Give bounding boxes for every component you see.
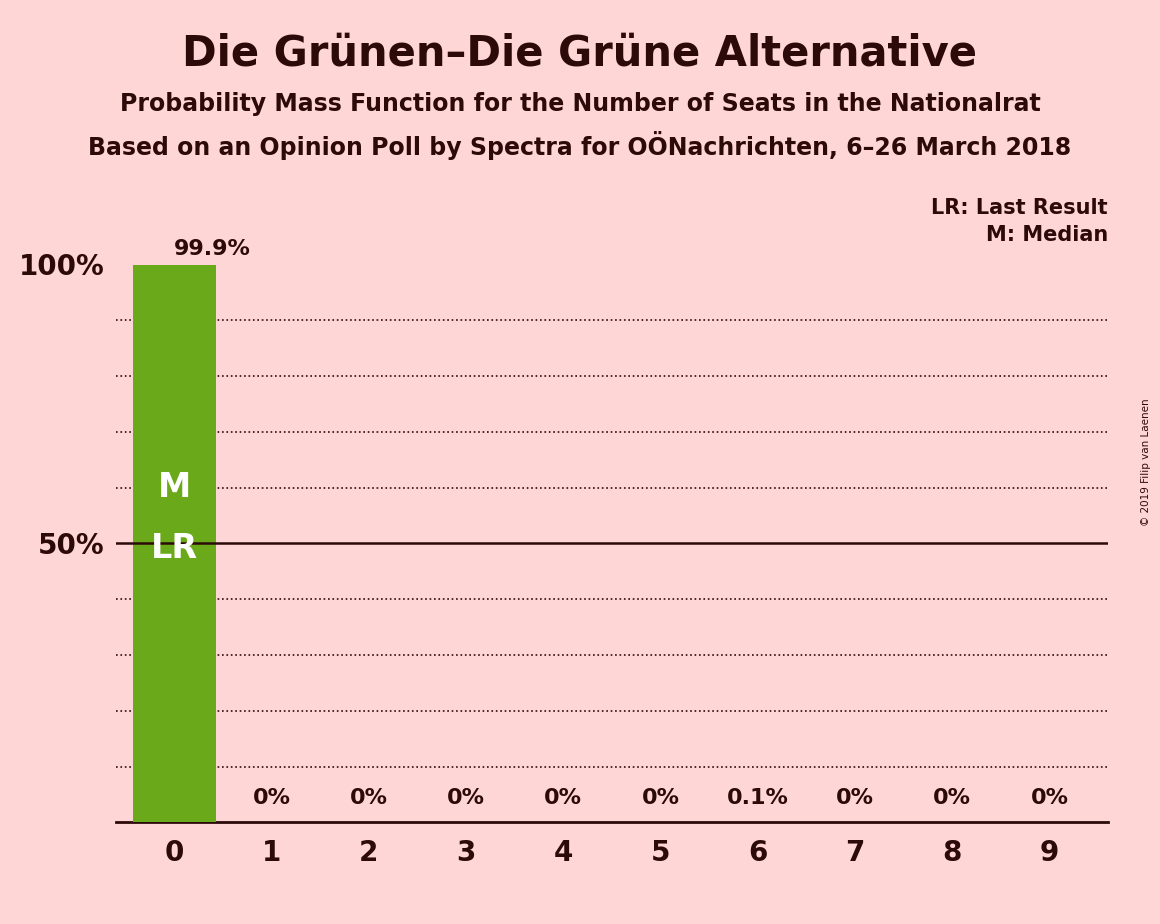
Text: 0.1%: 0.1%	[727, 788, 789, 808]
Text: M: M	[158, 471, 191, 505]
Text: © 2019 Filip van Laenen: © 2019 Filip van Laenen	[1140, 398, 1151, 526]
Text: 0%: 0%	[641, 788, 680, 808]
Text: 99.9%: 99.9%	[174, 239, 252, 259]
Text: LR: LR	[151, 532, 198, 565]
Text: 0%: 0%	[544, 788, 582, 808]
Text: 0%: 0%	[836, 788, 873, 808]
Text: LR: Last Result: LR: Last Result	[931, 199, 1108, 218]
Text: M: Median: M: Median	[986, 225, 1108, 245]
Text: 0%: 0%	[447, 788, 485, 808]
Bar	[133, 265, 216, 822]
Text: Probability Mass Function for the Number of Seats in the Nationalrat: Probability Mass Function for the Number…	[119, 92, 1041, 116]
Text: Die Grünen–Die Grüne Alternative: Die Grünen–Die Grüne Alternative	[182, 32, 978, 74]
Text: Based on an Opinion Poll by Spectra for OÖNachrichten, 6–26 March 2018: Based on an Opinion Poll by Spectra for …	[88, 131, 1072, 160]
Text: 0%: 0%	[253, 788, 290, 808]
Text: 0%: 0%	[350, 788, 387, 808]
Text: 0%: 0%	[934, 788, 971, 808]
Text: 0%: 0%	[1030, 788, 1068, 808]
